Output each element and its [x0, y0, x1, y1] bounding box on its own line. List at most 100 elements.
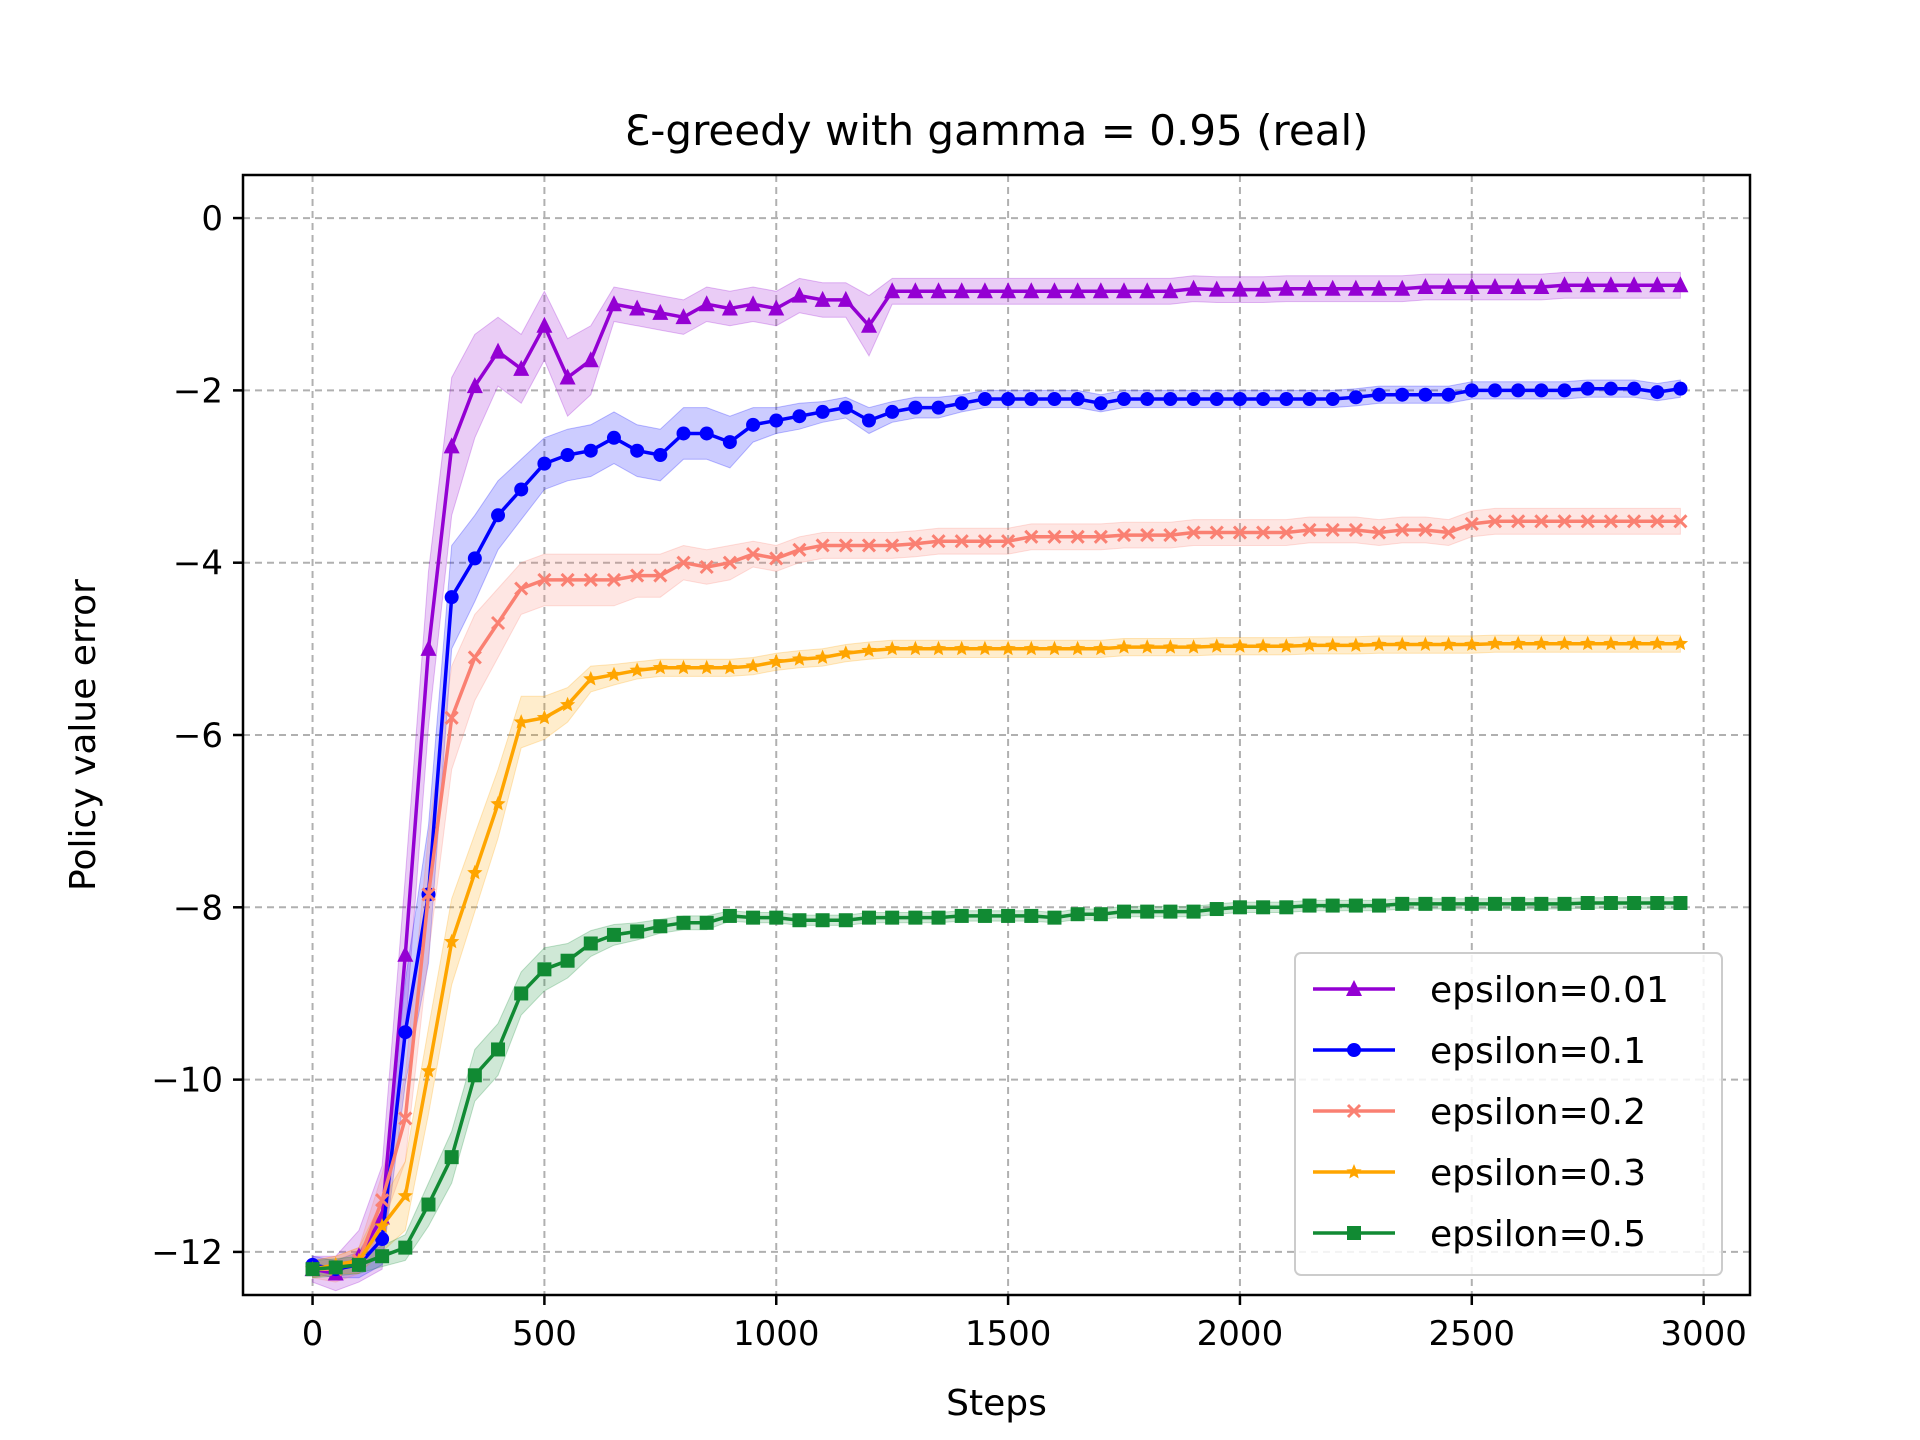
data-point [1557, 896, 1572, 911]
data-point [583, 572, 598, 587]
data-point [1255, 638, 1271, 653]
data-point [630, 924, 645, 939]
data-point [537, 572, 552, 587]
data-point [1650, 385, 1665, 400]
data-point [1510, 278, 1527, 294]
data-point [583, 671, 599, 686]
x-tick-label: 500 [512, 1314, 577, 1354]
data-point [722, 435, 737, 450]
data-point [1511, 383, 1526, 398]
data-point [1001, 392, 1016, 406]
data-point [398, 1025, 413, 1040]
data-point [537, 456, 552, 471]
data-point [491, 508, 506, 523]
data-point [582, 351, 599, 368]
data-point [977, 640, 993, 656]
data-point [1047, 529, 1062, 544]
legend-item-4: epsilon=0.5 [1313, 1214, 1646, 1255]
legend-label: epsilon=0.01 [1430, 970, 1669, 1011]
data-point [1324, 279, 1341, 296]
data-point [1325, 522, 1340, 538]
data-point [746, 910, 761, 925]
data-point [606, 572, 622, 587]
data-point [1209, 525, 1224, 540]
confidence-band-0 [312, 271, 1681, 1292]
data-point [931, 534, 946, 549]
legend-box [1294, 952, 1723, 1276]
data-point [1117, 392, 1132, 406]
data-point [1486, 278, 1503, 294]
data-point [1487, 514, 1503, 529]
data-point [1511, 896, 1526, 911]
data-point [1580, 635, 1596, 651]
data-point [1186, 525, 1201, 540]
data-point [699, 559, 714, 575]
grid [243, 175, 1750, 1295]
data-point [630, 443, 645, 458]
data-point [1603, 514, 1618, 529]
data-point [1603, 381, 1618, 396]
data-point [629, 662, 645, 677]
data-point [1163, 392, 1178, 406]
data-point [444, 933, 460, 949]
data-point [397, 1187, 413, 1203]
data-point [1372, 387, 1387, 402]
data-point [838, 400, 853, 415]
y-tick-label: −10 [151, 1061, 223, 1101]
data-point [908, 536, 923, 551]
data-point [351, 1257, 366, 1272]
data-point [1464, 383, 1479, 398]
x-tick-label: 0 [302, 1314, 324, 1354]
data-point [1394, 636, 1410, 651]
data-point [630, 568, 645, 583]
data-point [1279, 525, 1294, 540]
data-point [1070, 392, 1085, 406]
data-point [1556, 276, 1573, 293]
data-point [1093, 640, 1109, 656]
data-point [1093, 907, 1108, 922]
data-point [1464, 516, 1479, 531]
data-point [977, 392, 992, 406]
data-point [1673, 514, 1688, 529]
data-point [1394, 279, 1411, 296]
series-3 [304, 635, 1689, 1276]
data-point [1116, 282, 1133, 299]
data-point [1673, 896, 1688, 910]
data-point [745, 658, 761, 673]
data-point [722, 555, 737, 570]
data-point [1163, 528, 1178, 543]
data-point [861, 538, 877, 553]
data-point [1186, 639, 1202, 654]
data-point [560, 953, 575, 968]
data-point [769, 551, 784, 566]
data-point [930, 282, 947, 299]
data-point [606, 927, 621, 942]
data-point [1000, 640, 1016, 656]
y-axis-label: Policy value error [63, 579, 104, 891]
data-point [1208, 280, 1225, 297]
data-point [1348, 898, 1363, 913]
data-point [815, 404, 830, 419]
data-point [1626, 276, 1643, 293]
data-point [1070, 529, 1085, 544]
data-point [884, 640, 900, 656]
data-point [791, 651, 807, 666]
data-point [1418, 522, 1433, 538]
data-point [698, 295, 715, 312]
data-point [374, 1218, 390, 1233]
data-point [1278, 638, 1294, 653]
data-point [814, 290, 831, 307]
data-point [699, 915, 714, 930]
data-point [1649, 635, 1665, 651]
legend-marker [1347, 1226, 1361, 1240]
data-point [466, 377, 483, 394]
series-lines [304, 276, 1689, 1281]
data-point [1301, 279, 1318, 296]
data-point [976, 282, 993, 299]
legend-item-0: epsilon=0.01 [1313, 970, 1669, 1011]
data-point [420, 1063, 437, 1078]
data-point [1070, 907, 1085, 922]
data-point [420, 639, 437, 656]
data-point [1069, 282, 1086, 299]
